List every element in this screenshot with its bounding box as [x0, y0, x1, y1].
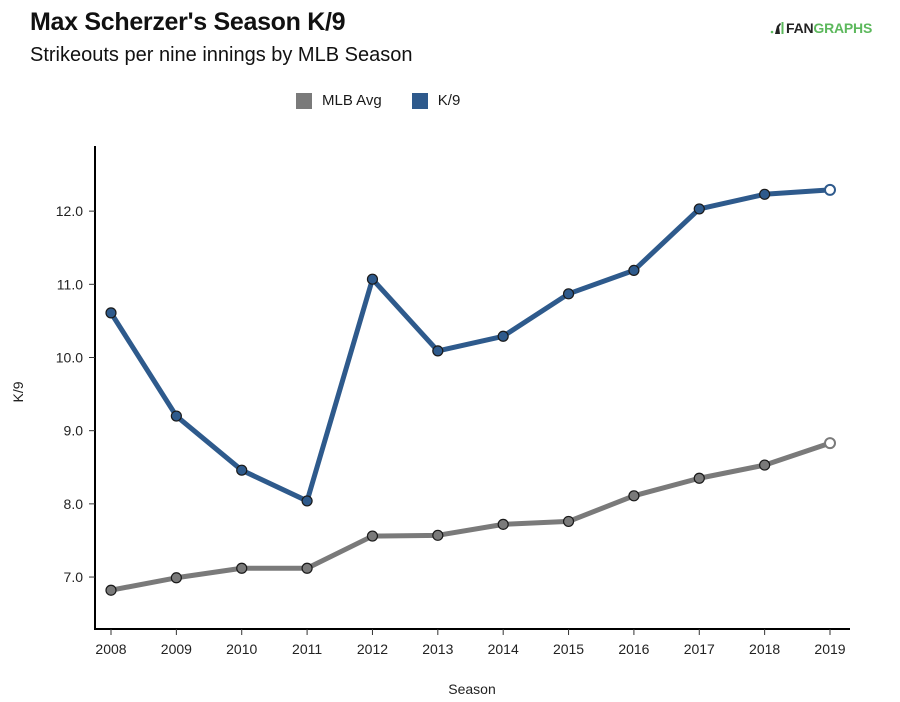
- axes: 7.0 8.0 9.0 10.0 11.0 12.0 2008 2009 2010 2011 201…: [56, 146, 850, 657]
- batter-icon: [770, 21, 784, 35]
- y-axis-title: K/9: [10, 381, 26, 402]
- legend: MLB Avg K/9: [296, 92, 490, 109]
- data-point-k-9: [497, 330, 509, 342]
- data-point-mlb-avg: [562, 515, 575, 528]
- x-tick-label: 2012: [357, 641, 388, 657]
- legend-label-k9: K/9: [437, 92, 461, 109]
- series: [105, 183, 836, 596]
- x-tick-label: 2017: [684, 641, 715, 657]
- logo-text-graphs: GRAPHS: [813, 20, 873, 36]
- data-point-k-9: [693, 203, 705, 215]
- x-tick-label: 2014: [488, 641, 519, 657]
- data-point-mlb-avg: [628, 490, 640, 502]
- series-line-mlb-avg: [108, 440, 833, 593]
- x-tick-label: 2016: [618, 641, 649, 657]
- legend-item-mlb-avg[interactable]: MLB Avg: [296, 92, 382, 109]
- data-point-k-9: [628, 264, 640, 277]
- x-tick-label: 2011: [292, 641, 322, 657]
- data-point-k-9: [824, 183, 836, 196]
- data-point-k-9: [170, 410, 182, 422]
- data-point-mlb-avg: [301, 562, 313, 574]
- data-point-k-9: [432, 345, 444, 357]
- data-point-mlb-avg: [693, 472, 705, 484]
- data-point-mlb-avg: [366, 530, 379, 542]
- data-point-mlb-avg: [236, 562, 248, 574]
- data-point-mlb-avg: [432, 529, 444, 541]
- legend-swatch-mlb-avg: [296, 92, 312, 109]
- y-tick-label: 12.0: [56, 203, 83, 219]
- y-tick-label: 11.0: [57, 276, 83, 292]
- series-line-k-9: [108, 187, 833, 504]
- y-tick-label: 8.0: [64, 496, 84, 512]
- y-tick-label: 9.0: [64, 423, 84, 439]
- y-tick-label: 7.0: [64, 569, 84, 585]
- data-point-mlb-avg: [170, 572, 182, 584]
- x-tick-label: 2015: [553, 641, 584, 657]
- x-tick-label: 2010: [226, 641, 257, 657]
- chart-title: Max Scherzer's Season K/9: [30, 8, 346, 36]
- legend-item-k9[interactable]: K/9: [411, 92, 461, 109]
- legend-swatch-k9: [411, 92, 428, 109]
- data-point-k-9: [301, 495, 313, 507]
- data-point-k-9: [562, 288, 575, 300]
- x-axis-title: Season: [448, 681, 495, 697]
- x-tick-label: 2019: [814, 641, 845, 657]
- chart-subtitle: Strikeouts per nine innings by MLB Seaso…: [30, 44, 413, 66]
- data-point-mlb-avg: [497, 518, 509, 530]
- logo-text-fan: FAN: [786, 20, 814, 36]
- data-point-mlb-avg: [759, 459, 771, 471]
- x-tick-label: 2008: [95, 641, 126, 657]
- fangraphs-logo: FAN GRAPHS: [770, 20, 872, 36]
- data-point-k-9: [759, 188, 771, 200]
- data-point-mlb-avg: [824, 437, 836, 450]
- legend-label-mlb-avg: MLB Avg: [322, 92, 382, 109]
- x-tick-label: 2009: [161, 641, 192, 657]
- x-tick-label: 2018: [749, 641, 780, 657]
- data-point-k-9: [366, 273, 379, 285]
- data-point-k-9: [236, 464, 248, 476]
- data-point-k-9: [105, 307, 117, 319]
- y-tick-label: 10.0: [56, 349, 83, 365]
- x-tick-label: 2013: [422, 641, 453, 657]
- data-point-mlb-avg: [105, 584, 117, 596]
